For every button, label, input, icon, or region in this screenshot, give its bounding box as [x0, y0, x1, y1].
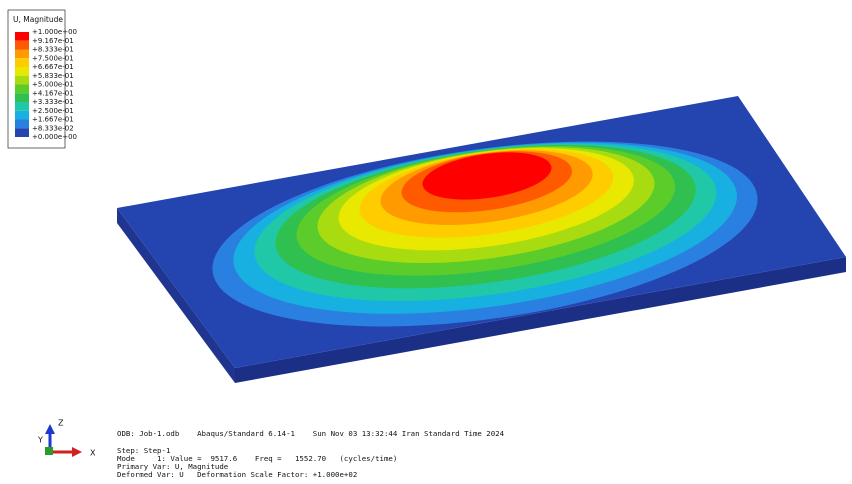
- legend-swatch: [15, 93, 29, 102]
- legend-swatch: [15, 128, 29, 137]
- legend-swatch: [15, 32, 29, 41]
- triad-z-label: Z: [58, 419, 64, 428]
- legend-swatch: [15, 41, 29, 50]
- legend-label: +3.333e-01: [32, 98, 74, 106]
- legend-label: +6.667e-01: [32, 63, 74, 71]
- legend-label: +1.000e+00: [32, 28, 77, 36]
- info-odb: ODB: Job-1.odb Abaqus/Standard 6.14-1 Su…: [117, 429, 505, 438]
- legend: +1.000e+00+9.167e-01+8.333e-01+7.500e-01…: [15, 28, 77, 141]
- legend-label: +5.000e-01: [32, 81, 74, 89]
- legend-label: +5.833e-01: [32, 72, 74, 80]
- legend-swatch: [15, 50, 29, 59]
- triad-x-label: X: [90, 449, 96, 458]
- legend-label: +8.333e-01: [32, 46, 74, 54]
- legend-swatch: [15, 85, 29, 94]
- legend-swatch: [15, 102, 29, 111]
- legend-label: +9.167e-01: [32, 37, 74, 45]
- legend-title: U, Magnitude: [13, 15, 63, 24]
- triad-y-label: Y: [37, 436, 43, 445]
- legend-swatch: [15, 76, 29, 85]
- legend-swatch: [15, 58, 29, 67]
- x-axis-head: [72, 447, 82, 457]
- legend-swatch: [15, 111, 29, 120]
- legend-label: +0.000e+00: [32, 133, 77, 141]
- legend-label: +8.333e-02: [32, 124, 74, 132]
- legend-swatch: [15, 120, 29, 129]
- legend-swatch: [15, 67, 29, 76]
- info-deformed: Deformed Var: U Deformation Scale Factor…: [117, 470, 357, 479]
- z-axis-head: [45, 424, 55, 434]
- legend-label: +2.500e-01: [32, 107, 74, 115]
- viewport: U, Magnitude +1.000e+00+9.167e-01+8.333e…: [0, 0, 852, 484]
- y-axis-marker: [45, 447, 53, 455]
- legend-label: +7.500e-01: [32, 54, 74, 62]
- legend-label: +1.667e-01: [32, 116, 74, 124]
- legend-label: +4.167e-01: [32, 89, 74, 97]
